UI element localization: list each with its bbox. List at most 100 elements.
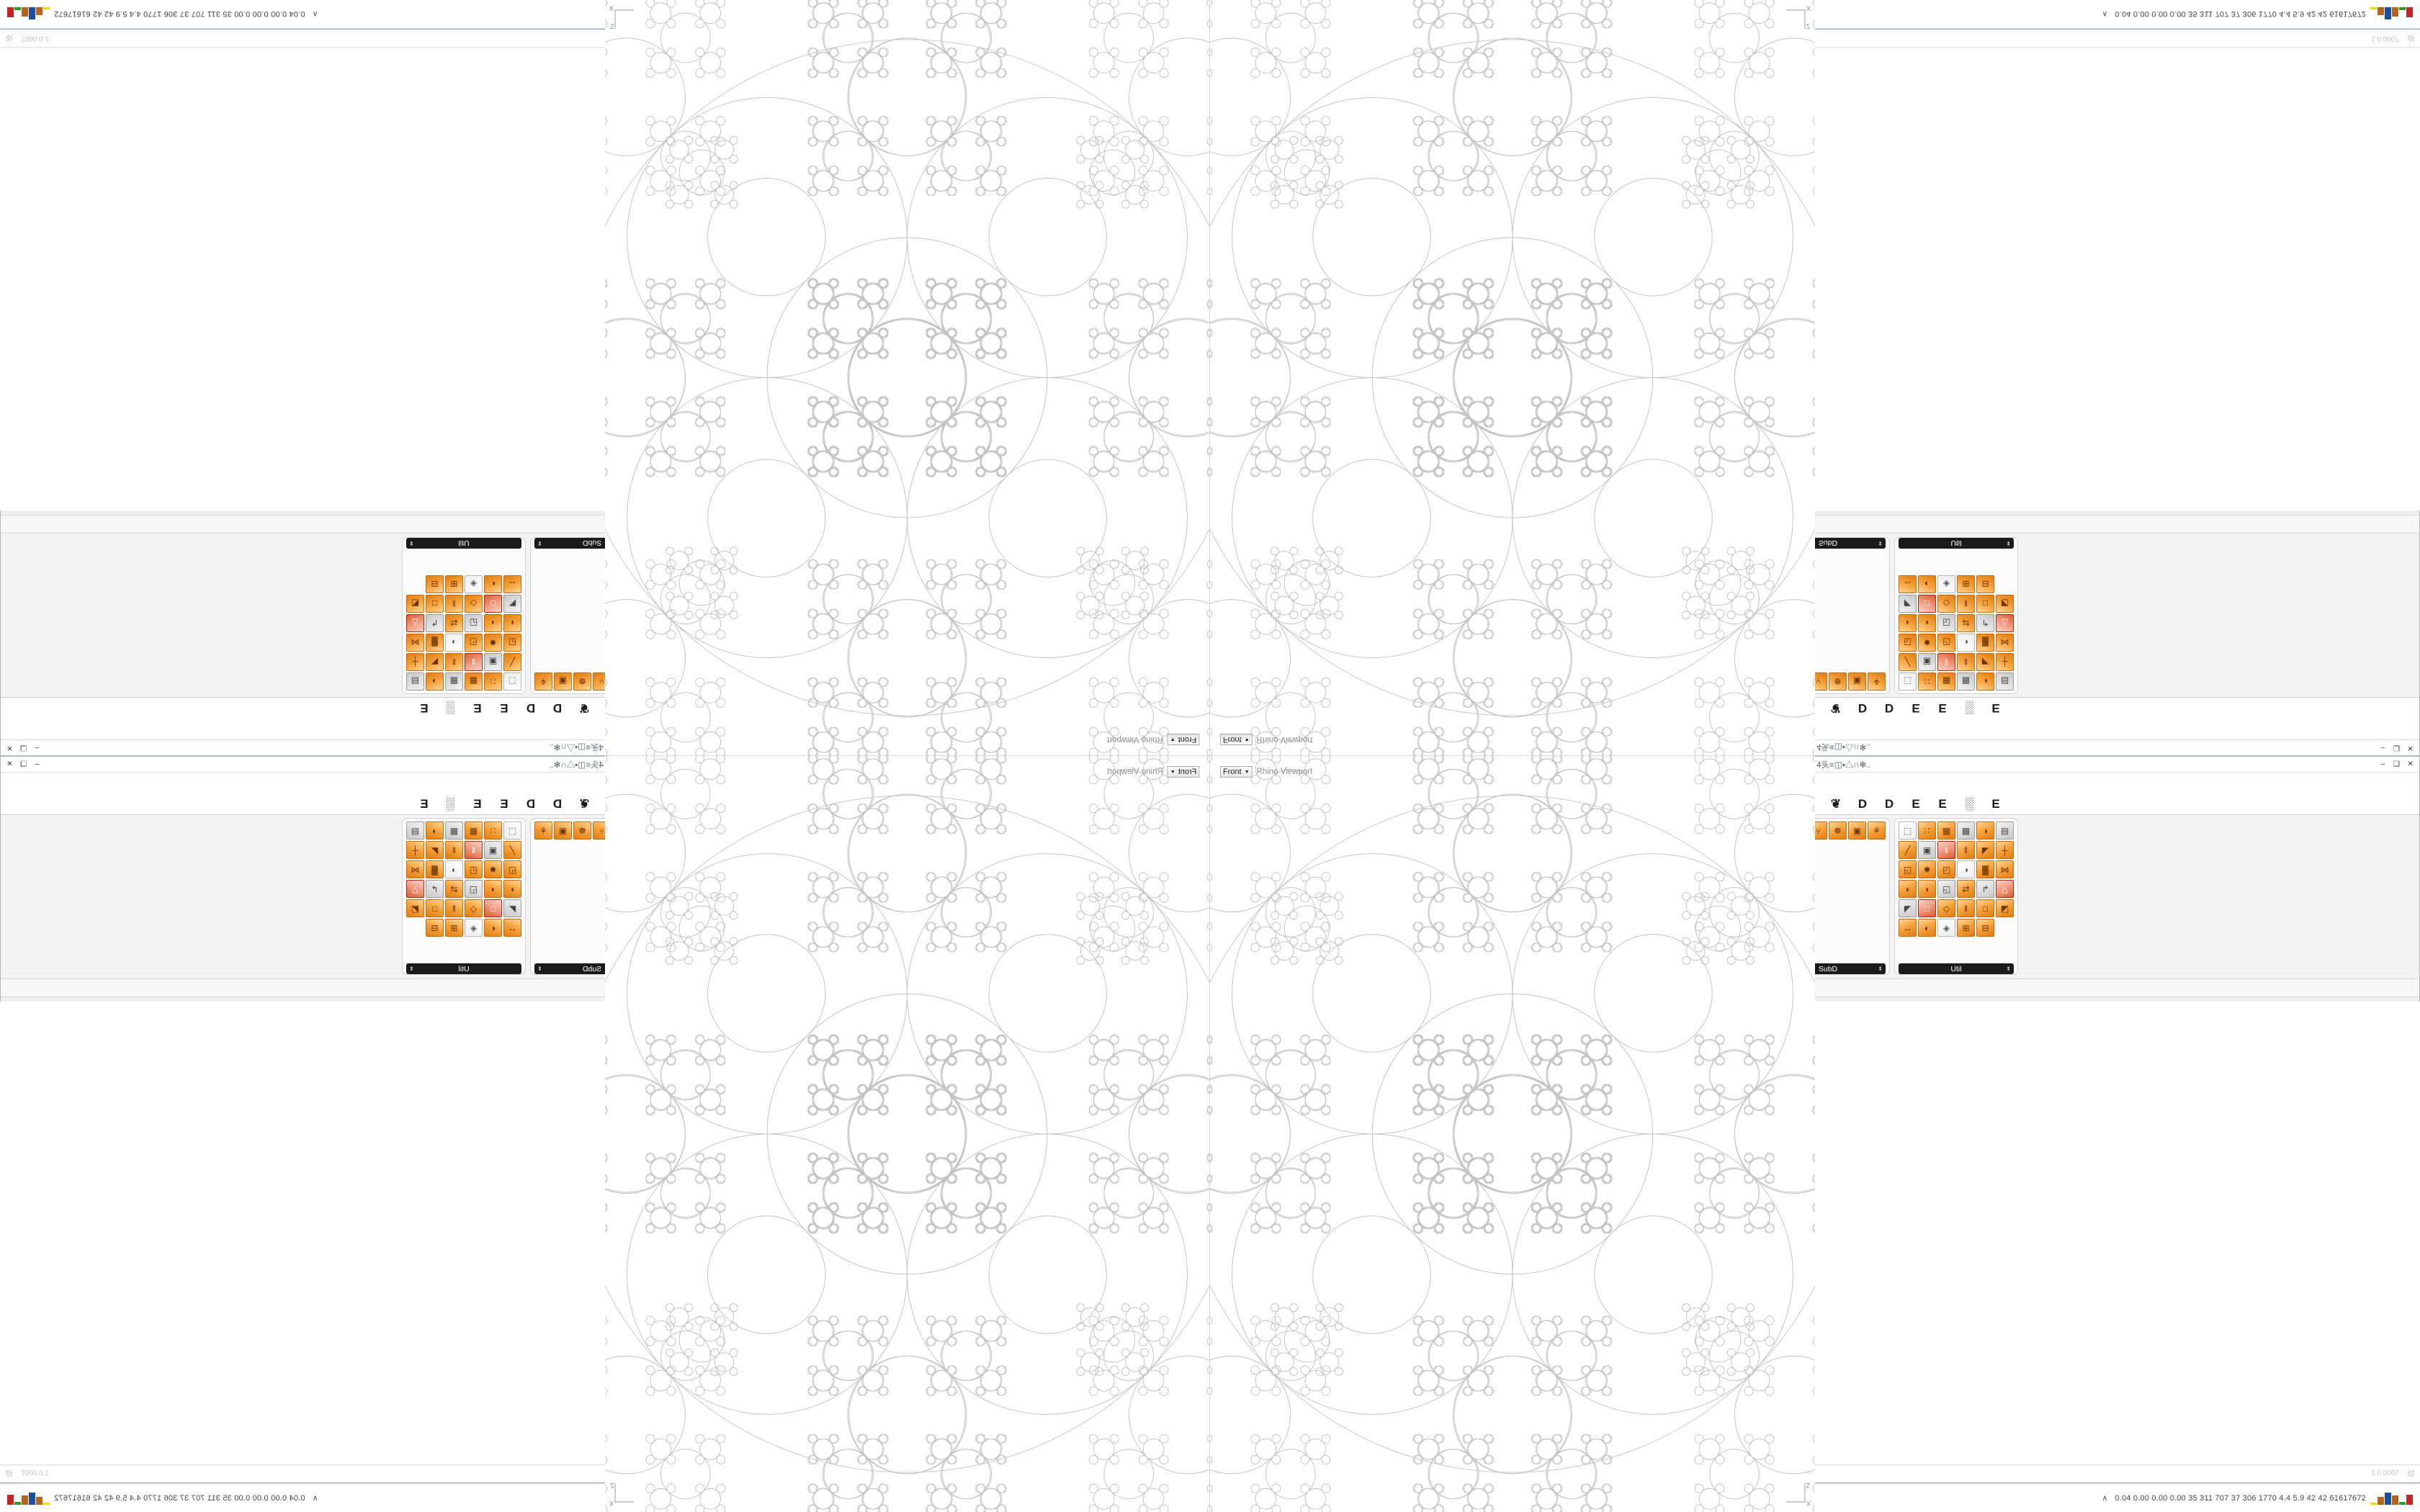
ribbon-component-icon[interactable]: ╱ bbox=[1899, 653, 1917, 671]
ribbon-panel-label[interactable]: Util ⬍ bbox=[1899, 963, 2014, 974]
ribbon-component-icon[interactable]: ▤ bbox=[1996, 672, 2014, 690]
ribbon-component-icon[interactable]: □ bbox=[1976, 595, 1994, 613]
ribbon-component-icon[interactable]: □ bbox=[426, 899, 444, 917]
ribbon-component-icon[interactable]: ◑ bbox=[445, 860, 463, 878]
resize-grip[interactable] bbox=[6, 1470, 12, 1477]
ribbon-component-icon[interactable]: ◤ bbox=[426, 653, 444, 671]
ribbon-component-icon[interactable]: ⬚ bbox=[503, 672, 521, 690]
tab-addon-bird-tab[interactable]: ❦ bbox=[1830, 701, 1842, 715]
tab-addon-d1-tab[interactable]: D bbox=[552, 701, 563, 715]
viewport-label-group[interactable]: Front ▼ Rhino Viewport bbox=[1107, 766, 1199, 778]
tab-addon-e2-tab[interactable]: E bbox=[1938, 797, 1947, 811]
tab-addon-e3-tab[interactable]: E bbox=[420, 701, 429, 715]
ribbon-panel-label[interactable]: Util ⬍ bbox=[406, 963, 521, 974]
panel-dropdown-icon[interactable]: ⬍ bbox=[537, 966, 542, 972]
ribbon-component-icon[interactable]: ▓ bbox=[426, 860, 444, 878]
panel-dropdown-icon[interactable]: ⬍ bbox=[1878, 966, 1883, 972]
viewport-label-group[interactable]: Front ▼ Rhino Viewport bbox=[1220, 766, 1312, 778]
ribbon-component-icon[interactable]: ↔ bbox=[503, 575, 521, 593]
ribbon-component-icon[interactable]: ╱ bbox=[1899, 841, 1917, 859]
ribbon-component-icon[interactable]: ▦ bbox=[445, 822, 463, 840]
ribbon-component-icon[interactable]: ‖ bbox=[1957, 841, 1975, 859]
ribbon-component-icon[interactable]: △ bbox=[406, 614, 424, 632]
close-button[interactable]: ✕ bbox=[2407, 760, 2414, 768]
ribbon-component-icon[interactable]: ▦ bbox=[465, 672, 483, 690]
minimize-button[interactable]: – bbox=[2380, 744, 2385, 752]
ribbon-component-icon[interactable]: ▤ bbox=[406, 822, 424, 840]
ribbon-component-icon[interactable]: ◱ bbox=[1937, 880, 1955, 898]
ribbon-component-icon[interactable]: ▣ bbox=[484, 653, 502, 671]
ribbon-component-icon[interactable]: ◤ bbox=[426, 841, 444, 859]
ribbon-component-icon[interactable]: ◱ bbox=[465, 614, 483, 632]
ribbon-component-icon[interactable]: △ bbox=[1996, 614, 2014, 632]
ribbon-component-icon[interactable]: ☸ bbox=[1829, 672, 1847, 690]
ribbon-component-icon[interactable]: △ bbox=[1996, 880, 2014, 898]
ribbon-component-icon[interactable]: ▦ bbox=[1957, 822, 1975, 840]
ribbon-component-icon[interactable]: ◱ bbox=[1899, 634, 1917, 652]
ribbon-component-icon[interactable]: ▣ bbox=[1848, 822, 1866, 840]
ribbon-component-icon[interactable]: ↱ bbox=[1976, 880, 1994, 898]
ribbon-component-icon[interactable]: ↔ bbox=[1899, 575, 1917, 593]
ribbon-component-icon[interactable]: □ bbox=[484, 595, 502, 613]
ribbon-component-icon[interactable]: ▣ bbox=[1848, 672, 1866, 690]
tab-addon-e3-tab[interactable]: E bbox=[1991, 797, 2000, 811]
minimize-button[interactable]: – bbox=[2380, 760, 2385, 768]
ribbon-component-icon[interactable]: ◗ bbox=[503, 880, 521, 898]
ribbon-component-icon[interactable]: ◰ bbox=[1937, 634, 1955, 652]
tab-addon-dots-tab[interactable]: ░ bbox=[446, 797, 456, 811]
ribbon-component-icon[interactable]: ▣ bbox=[1918, 653, 1936, 671]
panel-dropdown-icon[interactable]: ⬍ bbox=[1878, 540, 1883, 546]
ribbon-component-icon[interactable]: ↱ bbox=[426, 614, 444, 632]
tab-addon-bird-tab[interactable]: ❦ bbox=[578, 797, 590, 811]
rhino-viewport-top-left[interactable]: X Z Front ▼ Rhino Viewport bbox=[605, 0, 1210, 756]
panel-dropdown-icon[interactable]: ⬍ bbox=[2006, 966, 2011, 972]
ribbon-component-icon[interactable]: ⚘ bbox=[1868, 822, 1886, 840]
tab-addon-e1-tab[interactable]: E bbox=[1912, 797, 1920, 811]
tab-addon-e1-tab[interactable]: E bbox=[500, 797, 508, 811]
ribbon-component-icon[interactable]: ‖ bbox=[445, 653, 463, 671]
tab-addon-d2-tab[interactable]: D bbox=[1884, 701, 1894, 715]
ribbon-component-icon[interactable]: ⬚ bbox=[1899, 672, 1917, 690]
ribbon-component-icon[interactable]: □ bbox=[1976, 899, 1994, 917]
ribbon-component-icon[interactable]: ▦ bbox=[1957, 672, 1975, 690]
ribbon-component-icon[interactable]: ⊞ bbox=[445, 575, 463, 593]
tab-addon-e3-tab[interactable]: E bbox=[420, 797, 429, 811]
ribbon-component-icon[interactable]: ◖ bbox=[1918, 880, 1936, 898]
ribbon-component-icon[interactable]: ◱ bbox=[1937, 614, 1955, 632]
ribbon-component-icon[interactable]: ‖ bbox=[445, 841, 463, 859]
ribbon-component-icon[interactable]: ◑ bbox=[426, 822, 444, 840]
resize-grip[interactable] bbox=[6, 35, 12, 42]
ribbon-component-icon[interactable]: ◱ bbox=[503, 860, 521, 878]
ribbon-component-icon[interactable]: ↱ bbox=[1976, 614, 1994, 632]
ribbon-component-icon[interactable]: ⇄ bbox=[1957, 614, 1975, 632]
ribbon-component-icon[interactable]: ‖ bbox=[1937, 841, 1955, 859]
ribbon-component-icon[interactable]: ▦ bbox=[1937, 822, 1955, 840]
ribbon-component-icon[interactable]: ◑ bbox=[1957, 634, 1975, 652]
ribbon-component-icon[interactable]: ◗ bbox=[1899, 880, 1917, 898]
ribbon-component-icon[interactable]: ◖ bbox=[1918, 614, 1936, 632]
ribbon-component-icon[interactable]: ⇄ bbox=[1957, 880, 1975, 898]
ribbon-component-icon[interactable]: ▓ bbox=[1976, 634, 1994, 652]
tab-addon-e2-tab[interactable]: E bbox=[473, 701, 482, 715]
ribbon-component-icon[interactable]: ◈ bbox=[1937, 575, 1955, 593]
viewport-view-select[interactable]: Front ▼ bbox=[1220, 734, 1252, 745]
tab-addon-e2-tab[interactable]: E bbox=[473, 797, 482, 811]
ribbon-component-icon[interactable]: ◱ bbox=[1899, 860, 1917, 878]
ribbon-component-icon[interactable]: ◑ bbox=[1957, 860, 1975, 878]
window-controls[interactable]: – ❑ ✕ bbox=[2377, 742, 2416, 753]
ribbon-component-icon[interactable]: ↱ bbox=[426, 880, 444, 898]
window-controls[interactable]: – ❑ ✕ bbox=[4, 759, 43, 770]
rhino-viewport-bottom-right[interactable]: X Z Front ▼ Rhino Viewport bbox=[1210, 756, 1815, 1512]
ribbon-component-icon[interactable]: ╱ bbox=[503, 841, 521, 859]
ribbon-component-icon[interactable]: ◐ bbox=[1918, 919, 1936, 937]
ribbon-component-icon[interactable]: ◐ bbox=[484, 575, 502, 593]
tab-addon-d2-tab[interactable]: D bbox=[526, 701, 536, 715]
ribbon-component-icon[interactable]: ▓ bbox=[1976, 860, 1994, 878]
ribbon-component-icon[interactable]: ⊟ bbox=[426, 575, 444, 593]
ribbon-component-icon[interactable]: ◰ bbox=[465, 860, 483, 878]
ribbon-panel-util[interactable]: ⬚ ╱ ◱ ◗ ◤ ↔ ∷ ▣ ✸ ◖ □ ◐ ▦ ‖ ◰ ◱ ◇ ◈ ▦ ‖ ◑ ⇄ ‖ ⊞ ◑ ◤ ▓ ↱ □ ⊟ ▤ ┼ ⋈ △ ◩ Util ⬍ bbox=[1894, 818, 2018, 975]
ribbon-component-icon[interactable]: □ bbox=[484, 899, 502, 917]
ribbon-component-icon[interactable]: ⋈ bbox=[406, 860, 424, 878]
ribbon-component-icon[interactable]: ⊟ bbox=[426, 919, 444, 937]
ribbon-component-icon[interactable]: ◤ bbox=[503, 595, 521, 613]
